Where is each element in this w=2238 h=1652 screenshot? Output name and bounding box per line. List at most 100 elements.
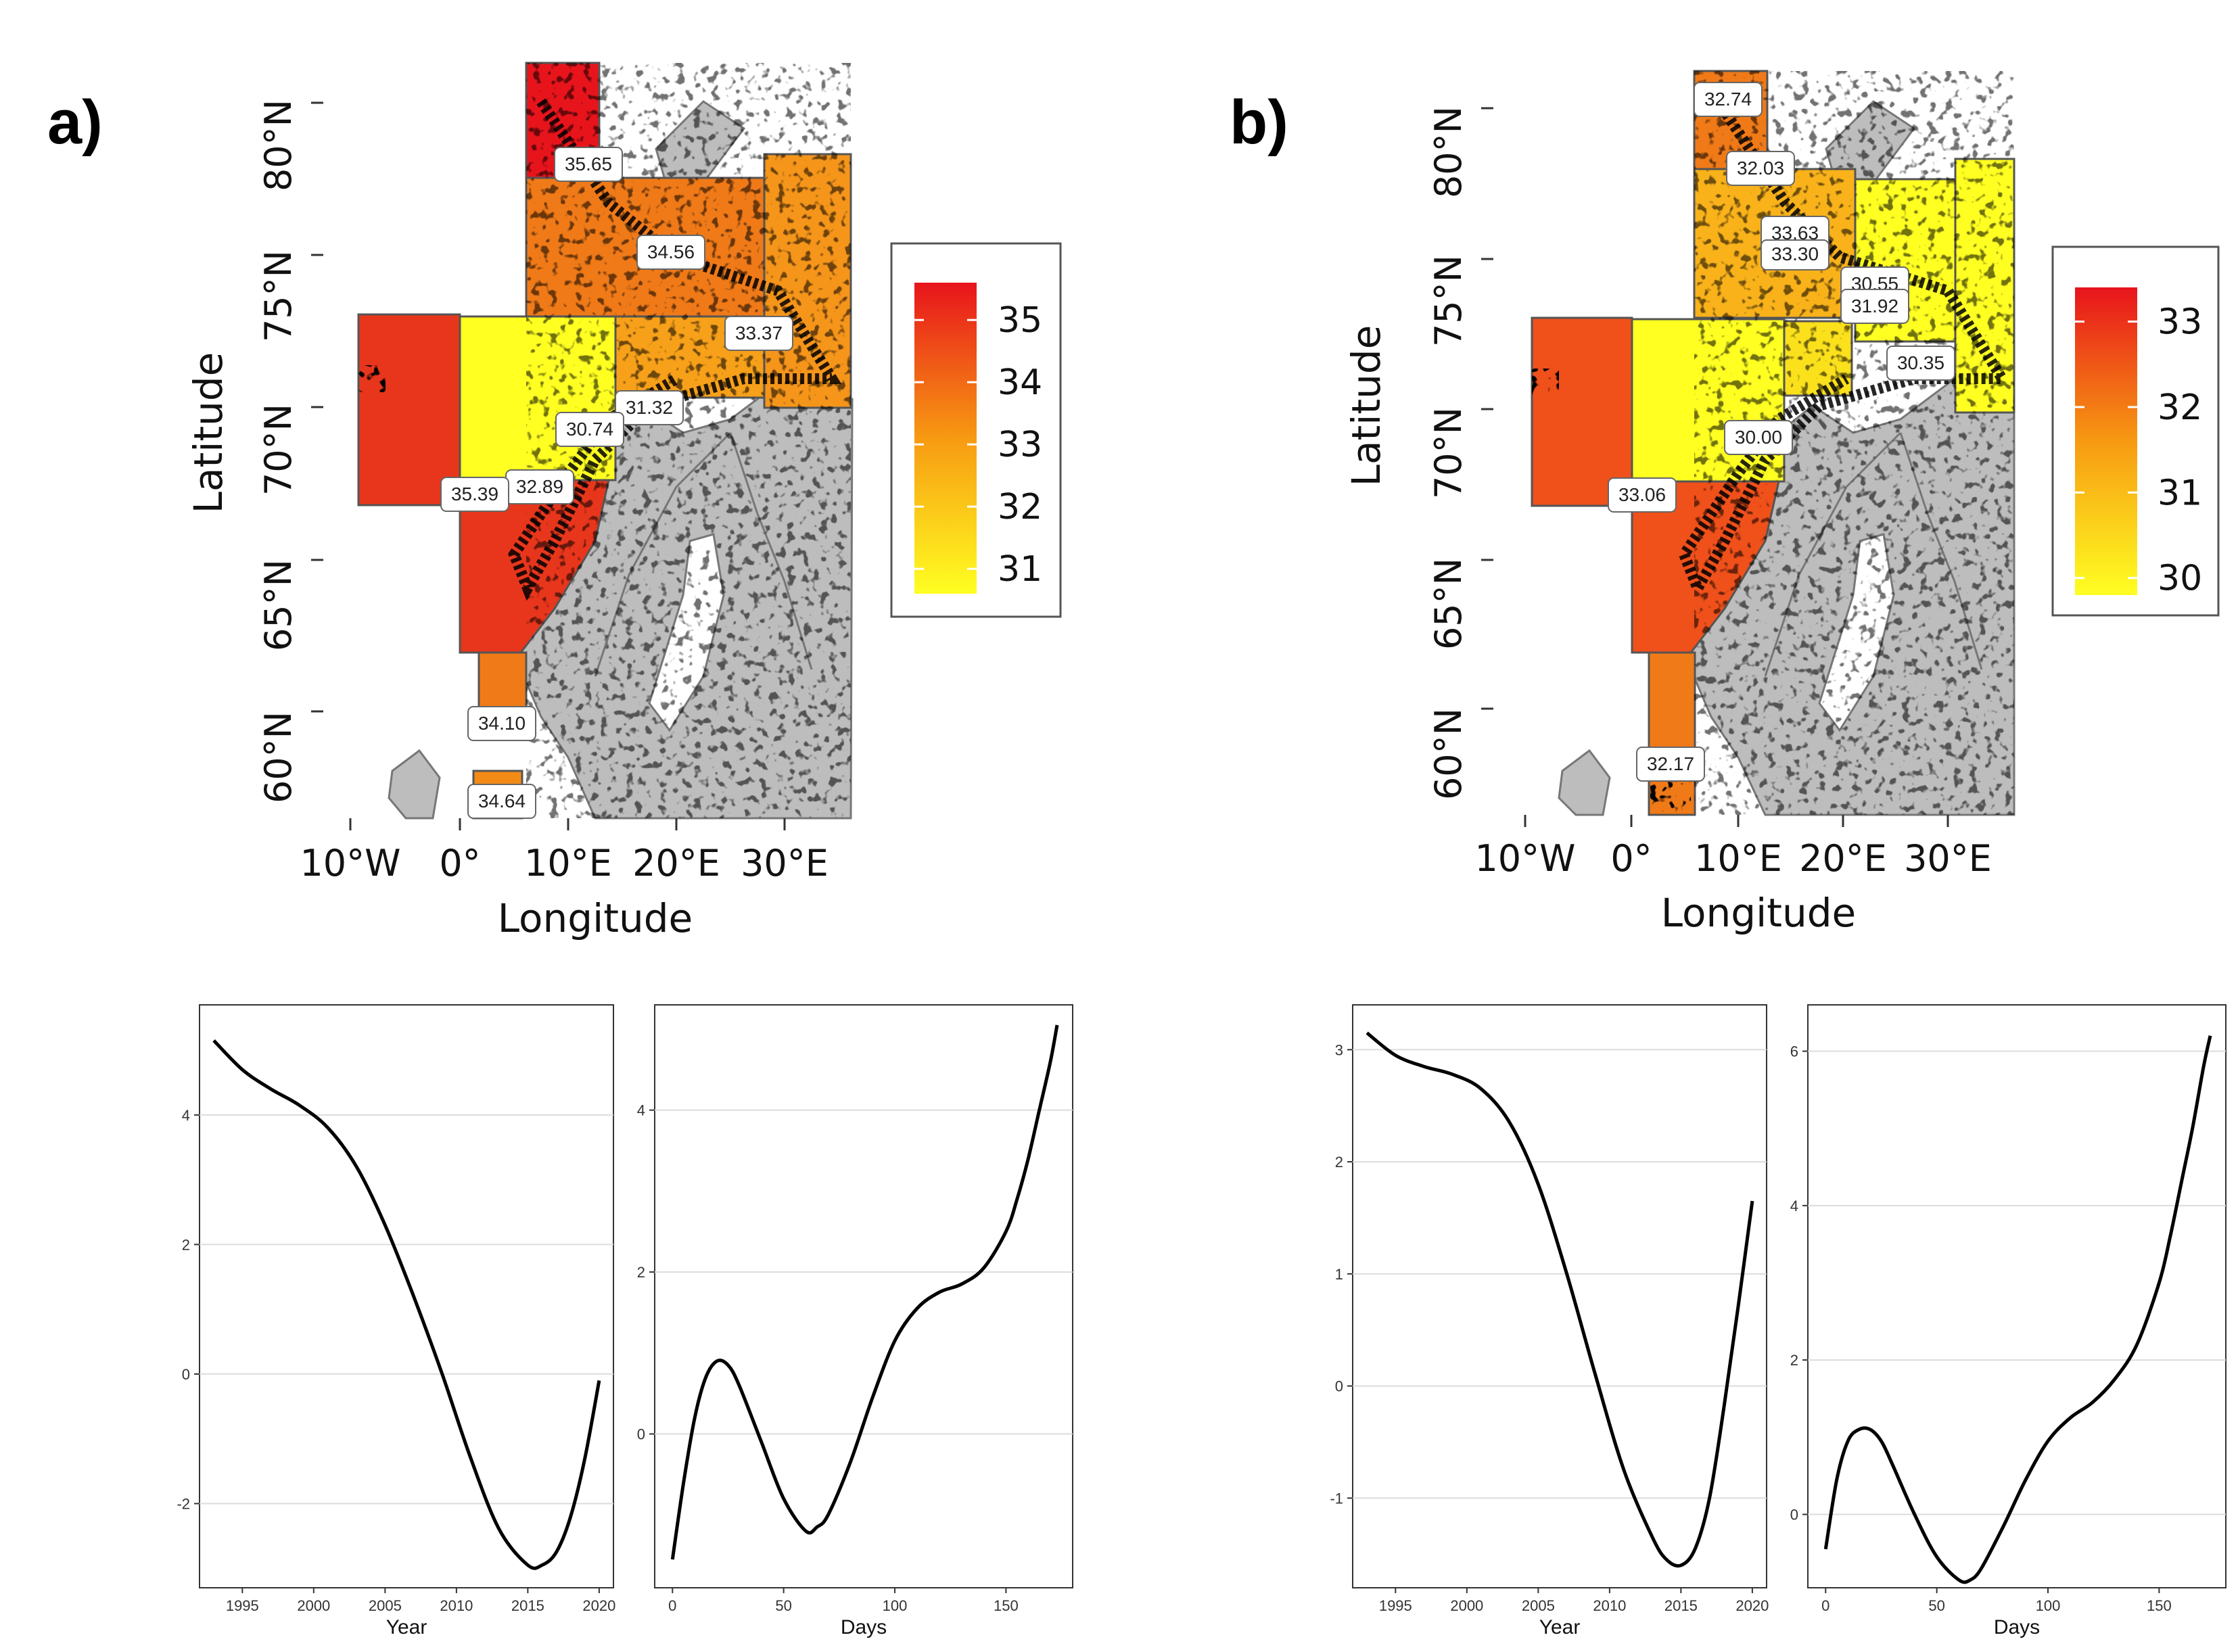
legend-bar-b bbox=[2075, 287, 2137, 595]
lat-title-a: Latitude bbox=[185, 352, 231, 514]
x-axis-title: Year bbox=[386, 1616, 427, 1638]
region-label-b-5: 31.92 bbox=[1851, 296, 1898, 316]
panel-letter-b: b) bbox=[1230, 88, 1288, 157]
legend-tick-label: 31 bbox=[2158, 473, 2202, 513]
region-label-a-6: 35.39 bbox=[451, 483, 498, 504]
x-tick-label: 2020 bbox=[582, 1597, 615, 1614]
smooth-effect-line bbox=[1823, 1035, 2212, 1584]
plot-panel bbox=[199, 1004, 614, 1588]
lon-tick-a-30e: 30°E bbox=[741, 842, 829, 884]
region-label-a-1: 34.56 bbox=[647, 241, 695, 262]
x-tick-label: 50 bbox=[775, 1597, 791, 1614]
lon-tick-a-10e: 10°E bbox=[524, 842, 612, 884]
lon-tick-a-20e: 20°E bbox=[632, 842, 720, 884]
region-label-b-3: 33.30 bbox=[1771, 243, 1819, 264]
region-label-a-5: 32.89 bbox=[516, 476, 563, 497]
region-label-a-4: 30.74 bbox=[566, 419, 613, 440]
y-tick-label: 2 bbox=[182, 1236, 190, 1253]
y-tick-label: 4 bbox=[1790, 1198, 1798, 1214]
lon-tick-b-10w: 10°W bbox=[1474, 837, 1575, 880]
lat-tick-b-65: 65°N bbox=[1427, 558, 1470, 650]
x-tick-label: 2015 bbox=[1664, 1597, 1698, 1614]
legend-tick-label: 30 bbox=[2158, 559, 2202, 599]
y-tick-label: 2 bbox=[1790, 1352, 1798, 1369]
line-chart-1: -2 0 2 4 1995 2000 2005 2010 2015 2020 Year bbox=[177, 1004, 615, 1638]
lat-tick-b-80: 80°N bbox=[1427, 106, 1470, 198]
legend-tick-label: 33 bbox=[998, 425, 1042, 465]
x-tick-label: 2015 bbox=[511, 1597, 544, 1614]
color-legend-b: 33 32 31 30 bbox=[2051, 245, 2220, 617]
y-tick-label: 0 bbox=[637, 1426, 645, 1443]
region-labels-a: 35.65 34.56 33.37 31.32 30.74 32.89 35.3… bbox=[440, 147, 793, 819]
map-panel-b: b) 60°N 65°N 70°N 75°N bbox=[1230, 70, 2220, 936]
lat-tick-a-70: 70°N bbox=[257, 404, 300, 496]
x-tick-label: 2010 bbox=[1593, 1597, 1626, 1614]
smooth-effect-line bbox=[212, 1039, 601, 1570]
y-tick-label: 1 bbox=[1335, 1266, 1343, 1283]
x-tick-label: 2020 bbox=[1735, 1597, 1769, 1614]
region-label-b-9: 32.17 bbox=[1647, 753, 1694, 774]
x-tick-label: 50 bbox=[1928, 1597, 1944, 1614]
x-tick-label: 2005 bbox=[369, 1597, 402, 1614]
y-tick-label: 0 bbox=[1335, 1378, 1343, 1395]
color-legend-a: 35 34 33 32 31 bbox=[890, 242, 1062, 618]
line-chart-4: 0 2 4 6 0 50 100 150 Days bbox=[1790, 1004, 2227, 1638]
x-tick-label: 2000 bbox=[1450, 1597, 1483, 1614]
region-label-b-7: 30.00 bbox=[1735, 427, 1782, 448]
lat-axis-b: 60°N 65°N 70°N 75°N 80°N Latitude bbox=[1343, 106, 1493, 800]
lon-tick-b-0: 0° bbox=[1610, 837, 1652, 880]
line-chart-2: 0 2 4 0 50 100 150 Days bbox=[637, 1004, 1073, 1638]
lon-title-a: Longitude bbox=[498, 895, 693, 941]
x-tick-label: 1995 bbox=[226, 1597, 259, 1614]
lat-tick-b-70: 70°N bbox=[1427, 407, 1470, 499]
lat-tick-b-60: 60°N bbox=[1427, 708, 1470, 800]
lat-tick-a-80: 80°N bbox=[257, 99, 300, 191]
region-label-a-0: 35.65 bbox=[565, 154, 612, 174]
lat-tick-b-75: 75°N bbox=[1427, 255, 1470, 347]
region-label-a-3: 31.32 bbox=[626, 397, 673, 418]
x-tick-label: 1995 bbox=[1379, 1597, 1412, 1614]
x-axis-title: Days bbox=[841, 1616, 887, 1638]
x-tick-label: 2005 bbox=[1522, 1597, 1555, 1614]
y-tick-label: -1 bbox=[1330, 1490, 1343, 1507]
plot-panel bbox=[654, 1004, 1073, 1588]
plot-panel bbox=[1352, 1004, 1767, 1588]
x-tick-label: 150 bbox=[994, 1597, 1019, 1614]
y-tick-label: 4 bbox=[182, 1107, 190, 1124]
y-tick-label: 0 bbox=[1790, 1507, 1798, 1524]
lat-title-b: Latitude bbox=[1343, 325, 1389, 487]
x-tick-label: 0 bbox=[1821, 1597, 1829, 1614]
smooth-effect-line bbox=[670, 1024, 1059, 1560]
lon-tick-b-30e: 30°E bbox=[1904, 837, 1992, 880]
y-tick-label: 6 bbox=[1790, 1043, 1798, 1060]
y-tick-label: 0 bbox=[182, 1366, 190, 1383]
x-tick-label: 100 bbox=[2036, 1597, 2061, 1614]
lon-tick-b-10e: 10°E bbox=[1694, 837, 1782, 880]
legend-tick-label: 34 bbox=[998, 362, 1042, 403]
lon-axis-b: 10°W 0° 10°E 20°E 30°E Longitude bbox=[1474, 815, 1992, 936]
legend-tick-label: 35 bbox=[998, 300, 1042, 341]
y-tick-label: 3 bbox=[1335, 1041, 1343, 1058]
legend-tick-label: 32 bbox=[998, 487, 1042, 527]
legend-bar-a bbox=[914, 283, 977, 594]
island-b bbox=[1558, 749, 1611, 816]
y-tick-label: 2 bbox=[637, 1264, 645, 1281]
x-tick-label: 100 bbox=[883, 1597, 908, 1614]
region-label-a-8: 34.64 bbox=[478, 790, 526, 811]
region-label-a-2: 33.37 bbox=[735, 323, 783, 344]
x-tick-label: 150 bbox=[2147, 1597, 2172, 1614]
x-tick-label: 2010 bbox=[440, 1597, 473, 1614]
x-tick-label: 0 bbox=[668, 1597, 676, 1614]
island-a bbox=[388, 749, 441, 820]
lat-tick-a-60: 60°N bbox=[257, 711, 300, 803]
legend-tick-label: 32 bbox=[2158, 387, 2202, 428]
map-panel-a: a) 60 bbox=[47, 62, 1062, 941]
region-label-b-8: 33.06 bbox=[1618, 484, 1666, 505]
y-tick-label: 2 bbox=[1335, 1154, 1343, 1171]
legend-tick-label: 31 bbox=[998, 549, 1042, 590]
lon-axis-a: 10°W 0° 10°E 20°E 30°E Longitude bbox=[300, 818, 829, 941]
region-label-b-6: 30.35 bbox=[1897, 352, 1944, 373]
panel-letter-a: a) bbox=[47, 88, 103, 157]
